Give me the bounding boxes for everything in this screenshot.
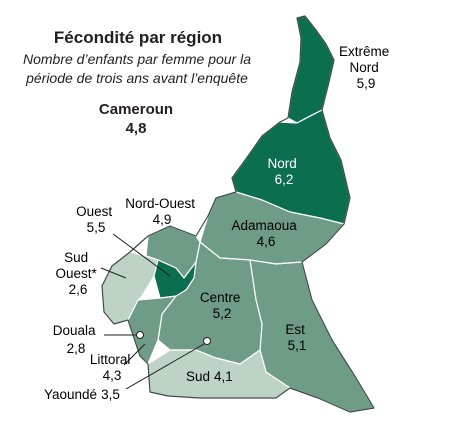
region-labels: Extrême Nord 5,9 Nord 6,2 Adamaoua 4,6 N… (44, 44, 393, 402)
yaounde-marker[interactable] (203, 337, 211, 345)
label-extreme-nord: Extrême Nord 5,9 (339, 44, 393, 91)
country-border (101, 15, 375, 413)
label-sud: Sud 4,1 (186, 369, 233, 384)
national-value: 4,8 (125, 120, 147, 137)
leader-lines (100, 233, 205, 390)
label-adamaoua: Adamaoua 4,6 (231, 218, 300, 249)
label-littoral: Littoral 4,3 (90, 352, 134, 383)
region-extreme-nord[interactable] (287, 15, 335, 124)
leader-sud-ouest (100, 267, 127, 279)
label-est: Est 5,1 (285, 322, 308, 353)
label-yaounde: Yaoundé 3,5 (44, 387, 120, 402)
leader-ouest (112, 233, 171, 277)
label-centre: Centre 5,2 (200, 290, 244, 321)
leader-littoral (123, 343, 146, 366)
map-subtitle: Nombre d’enfants par femme pour la pério… (6, 50, 268, 88)
label-nord: Nord 6,2 (267, 156, 300, 187)
map-title: Fécondité par région (53, 28, 223, 47)
label-douala: Douala 2,8 (53, 323, 100, 356)
subtitle-line-2: période de trois ans avant l’enquête (26, 70, 248, 86)
national-name: Cameroun (98, 101, 174, 118)
national-average: Cameroun 4,8 (84, 100, 188, 138)
label-ouest: Ouest 5,5 (76, 204, 116, 235)
leader-yaounde (125, 343, 205, 390)
region-ouest[interactable] (153, 259, 197, 299)
subtitle-line-1: Nombre d’enfants par femme pour la (23, 51, 251, 67)
label-sud-ouest: Sud Ouest* 2,6 (55, 250, 100, 297)
douala-marker[interactable] (136, 331, 144, 339)
label-nord-ouest: Nord-Ouest 4,9 (125, 196, 199, 227)
